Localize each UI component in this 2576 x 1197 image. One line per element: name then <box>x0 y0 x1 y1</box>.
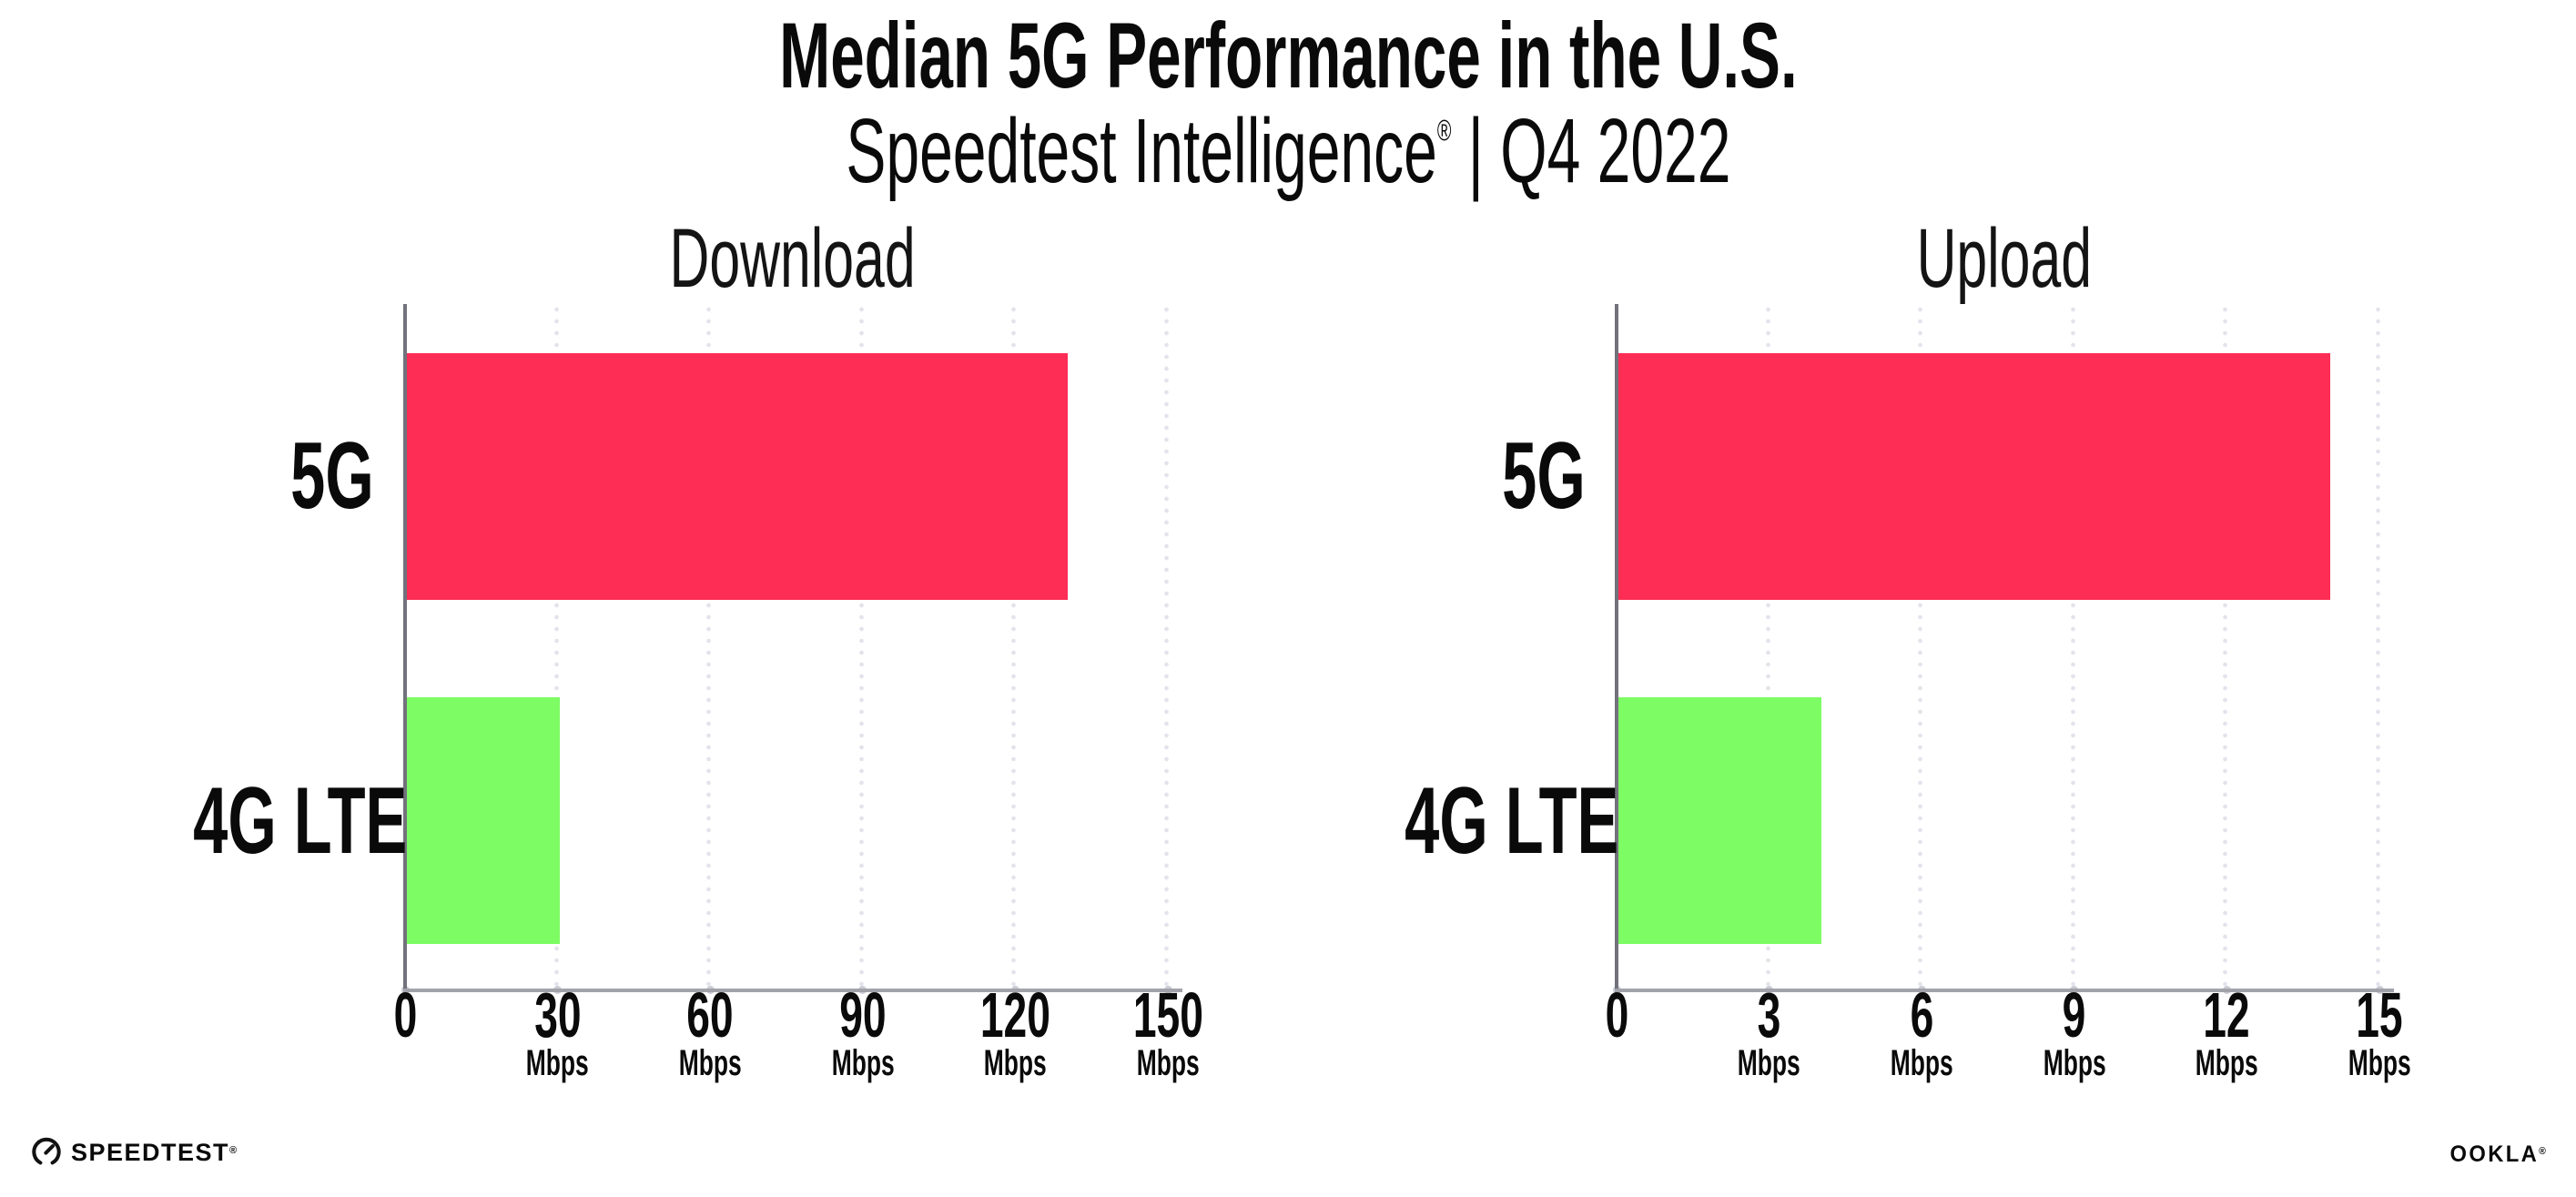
x-tick-value: 9 <box>2062 979 2086 1050</box>
subtitle-brand: Speedtest Intelligence <box>845 100 1437 202</box>
x-tick-label-3: 3 <box>1660 983 1879 1047</box>
speedtest-registered-mark: ® <box>229 1144 238 1156</box>
subplot-upload: Upload 0 3 Mbps 6 Mbps 9 Mbps 12 Mbps 15 Mbps 5G 4G L… <box>1405 217 2410 1081</box>
gridline-15 <box>2376 304 2380 990</box>
y-axis-spine <box>403 304 407 990</box>
x-tick-label-120: 120 <box>906 983 1124 1047</box>
category-label-text: 4G LTE <box>193 767 408 874</box>
category-label-text: 5G <box>1502 423 1586 530</box>
x-tick-label-0: 0 <box>296 983 514 1047</box>
x-tick-label-12: 12 <box>2117 983 2336 1047</box>
x-tick-unit: Mbps <box>1965 1045 2184 1081</box>
ookla-logo: OOKLA® <box>2445 1141 2546 1168</box>
category-label-5g: 5G <box>1294 429 1586 523</box>
x-tick-unit-text: Mbps <box>1890 1043 1953 1083</box>
page-title-row: Median 5G Performance in the U.S. <box>0 4 2576 107</box>
gridline-120 <box>1011 304 1017 990</box>
page-title: Median 5G Performance in the U.S. <box>778 4 1798 107</box>
gridline-12 <box>2223 304 2228 990</box>
x-tick-value: 60 <box>686 979 734 1050</box>
x-tick-unit: Mbps <box>601 1045 819 1081</box>
x-tick-unit: Mbps <box>1660 1045 1879 1081</box>
gridline-150 <box>1164 304 1169 990</box>
x-tick-unit: Mbps <box>906 1045 1124 1081</box>
category-label-4g-lte: 4G LTE <box>1294 774 1618 868</box>
x-tick-value: 6 <box>1910 979 1934 1050</box>
x-tick-unit: Mbps <box>449 1045 667 1081</box>
speedtest-gauge-icon <box>30 1136 63 1169</box>
plot-area-upload <box>1612 304 2394 994</box>
x-tick-value: 90 <box>839 979 887 1050</box>
x-tick-label-30: 30 <box>449 983 667 1047</box>
x-tick-unit-text: Mbps <box>1738 1043 1801 1083</box>
subplot-download: Download 0 30 Mbps 60 Mbps 90 Mbps 120 Mbps 150 Mbp… <box>193 217 1202 1081</box>
subplot-title-text: Download <box>669 212 917 305</box>
category-label-text: 4G LTE <box>1405 767 1619 874</box>
bar-4g-lte-download <box>407 697 560 945</box>
x-tick-unit: Mbps <box>1812 1045 2031 1081</box>
ookla-registered-mark: ® <box>2539 1146 2546 1157</box>
gridline-30 <box>553 304 559 990</box>
category-label-5g: 5G <box>83 429 374 523</box>
x-tick-unit: Mbps <box>2270 1045 2489 1081</box>
x-tick-label-0: 0 <box>1507 983 1726 1047</box>
x-tick-unit-text: Mbps <box>2348 1043 2411 1083</box>
registered-trademark-icon: ® <box>1436 114 1452 147</box>
gridline-90 <box>858 304 864 990</box>
x-tick-label-60: 60 <box>601 983 819 1047</box>
x-tick-label-15: 15 <box>2270 983 2489 1047</box>
x-tick-unit-text: Mbps <box>526 1043 590 1083</box>
ookla-wordmark: OOKLA® <box>2449 1141 2546 1167</box>
x-tick-label-150: 150 <box>1059 983 1277 1047</box>
x-tick-unit: Mbps <box>2117 1045 2336 1081</box>
gridline-6 <box>1918 304 1923 990</box>
figure-subtitle: Speedtest Intelligence® | Q4 2022 <box>846 104 1730 199</box>
bar-4g-lte-upload <box>1618 697 1822 945</box>
gridline-3 <box>1765 304 1770 990</box>
x-tick-label-6: 6 <box>1812 983 2031 1047</box>
x-tick-unit-text: Mbps <box>2195 1043 2258 1083</box>
bar-5g-upload <box>1618 352 2331 600</box>
y-axis-spine <box>1615 304 1618 990</box>
speedtest-wordmark: SPEEDTEST® <box>71 1138 238 1166</box>
speedtest-logo: SPEEDTEST® <box>30 1136 237 1169</box>
subtitle-period: | Q4 2022 <box>1451 100 1731 202</box>
bar-5g-download <box>407 352 1069 600</box>
subplot-title-upload: Upload <box>1615 217 2394 300</box>
x-axis-line <box>1615 989 2394 992</box>
x-tick-value: 0 <box>393 979 417 1050</box>
category-label-text: 5G <box>290 423 374 530</box>
x-tick-unit-text: Mbps <box>1136 1043 1200 1083</box>
x-tick-value: 3 <box>1757 979 1781 1050</box>
x-axis-line <box>403 989 1182 992</box>
x-tick-label-9: 9 <box>1965 983 2184 1047</box>
category-label-4g-lte: 4G LTE <box>83 774 407 868</box>
figure-subtitle-row: Speedtest Intelligence® | Q4 2022 <box>0 104 2576 199</box>
x-tick-value: 0 <box>1605 979 1628 1050</box>
x-tick-unit-text: Mbps <box>983 1043 1047 1083</box>
x-tick-unit: Mbps <box>1059 1045 1277 1081</box>
x-tick-unit-text: Mbps <box>678 1043 742 1083</box>
x-tick-value: 150 <box>1132 979 1203 1050</box>
x-tick-unit-text: Mbps <box>831 1043 895 1083</box>
gridline-60 <box>706 304 712 990</box>
x-tick-value: 30 <box>533 979 582 1050</box>
x-tick-unit-text: Mbps <box>2043 1043 2106 1083</box>
subplot-title-download: Download <box>403 217 1182 300</box>
gridline-9 <box>2070 304 2075 990</box>
subplot-title-text: Upload <box>1916 212 2093 305</box>
x-tick-label-90: 90 <box>754 983 972 1047</box>
x-tick-value: 12 <box>2203 979 2251 1050</box>
plot-area-download <box>401 304 1182 994</box>
x-tick-value: 15 <box>2356 979 2403 1050</box>
x-tick-unit: Mbps <box>754 1045 972 1081</box>
x-tick-value: 120 <box>979 979 1050 1050</box>
